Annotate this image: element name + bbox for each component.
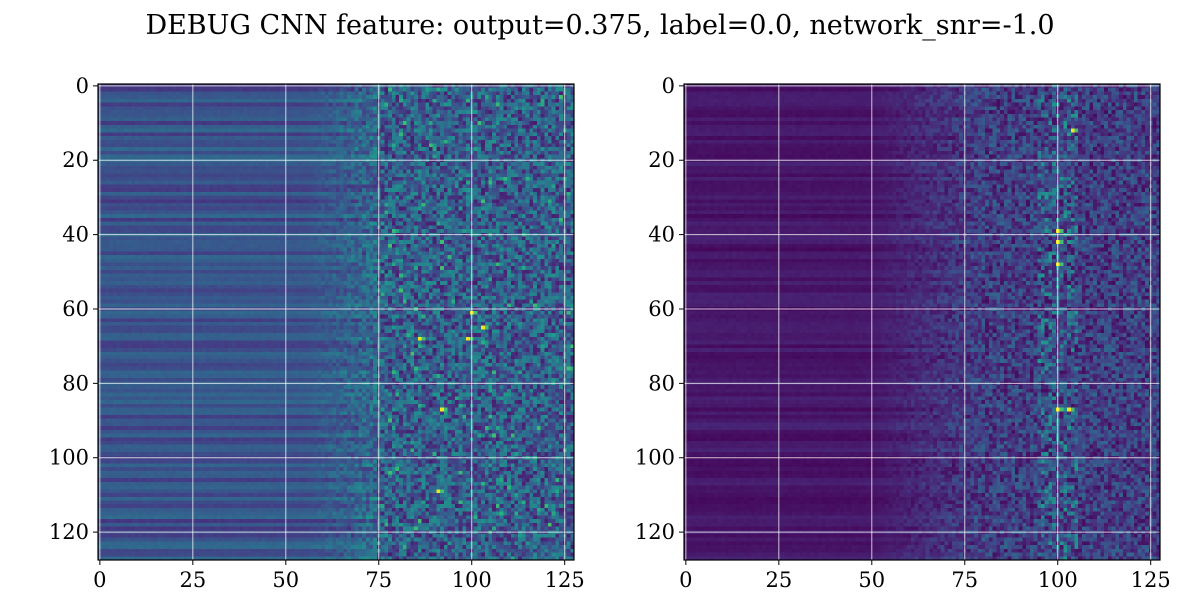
left-y-tick-label: 20 bbox=[62, 148, 89, 172]
right-y-tick-label: 0 bbox=[662, 74, 675, 98]
left-x-tick-label: 125 bbox=[545, 568, 585, 592]
right-y-tick-label: 40 bbox=[648, 223, 675, 247]
right-axes-frame bbox=[683, 83, 1161, 561]
left-y-tick-label: 120 bbox=[49, 520, 89, 544]
right-y-tick-label: 80 bbox=[648, 371, 675, 395]
left-x-tick-label: 25 bbox=[179, 568, 206, 592]
right-heatmap-panel: 0 25 50 75 100 125 0 20 40 60 80 100 120 bbox=[635, 74, 1171, 592]
right-x-tick-label: 75 bbox=[951, 568, 978, 592]
right-y-tick-label: 100 bbox=[635, 446, 675, 470]
figure-title: DEBUG CNN feature: output=0.375, label=0… bbox=[145, 10, 1054, 41]
left-y-tick-label: 60 bbox=[62, 297, 89, 321]
left-x-tick-label: 100 bbox=[452, 568, 492, 592]
right-x-tick-label: 25 bbox=[765, 568, 792, 592]
right-y-tick-label: 120 bbox=[635, 520, 675, 544]
right-heatmap-image bbox=[684, 84, 1160, 560]
left-heatmap-panel: 0 25 50 75 100 125 0 20 40 60 80 100 120 bbox=[49, 74, 585, 592]
left-x-tick-label: 75 bbox=[365, 568, 392, 592]
left-y-tick-label: 80 bbox=[62, 371, 89, 395]
right-x-tick-label: 125 bbox=[1131, 568, 1171, 592]
left-axes-frame bbox=[97, 83, 575, 561]
left-heatmap-image bbox=[98, 84, 574, 560]
left-y-tick-label: 100 bbox=[49, 446, 89, 470]
right-y-tick-label: 60 bbox=[648, 297, 675, 321]
right-x-tick-label: 0 bbox=[679, 568, 692, 592]
left-x-tick-label: 50 bbox=[272, 568, 299, 592]
left-y-tick-label: 0 bbox=[76, 74, 89, 98]
right-x-tick-label: 100 bbox=[1038, 568, 1078, 592]
left-y-tick-label: 40 bbox=[62, 223, 89, 247]
right-x-tick-label: 50 bbox=[858, 568, 885, 592]
left-x-tick-label: 0 bbox=[93, 568, 106, 592]
right-y-tick-label: 20 bbox=[648, 148, 675, 172]
